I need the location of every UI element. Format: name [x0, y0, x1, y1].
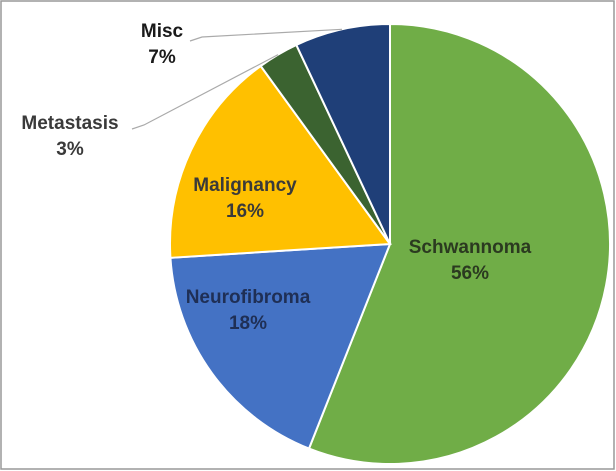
- leader-line: [189, 28, 343, 42]
- slice-label: Misc: [141, 21, 184, 42]
- leader-line: [131, 54, 279, 130]
- pie-slice: [307, 22, 611, 465]
- pie-slice: [169, 64, 392, 259]
- pie-slice: [169, 242, 392, 450]
- slice-value-label: 16%: [226, 201, 264, 222]
- slice-value-label: 18%: [229, 313, 267, 334]
- slice-label: Neurofibroma: [186, 287, 311, 308]
- slice-label: Metastasis: [21, 113, 118, 134]
- slice-value-label: 56%: [451, 263, 489, 284]
- slice-label: Schwannoma: [409, 237, 532, 258]
- slice-value-label: 3%: [56, 139, 84, 160]
- slice-value-label: 7%: [148, 47, 176, 68]
- slice-label: Malignancy: [193, 175, 297, 196]
- pie-slice: [294, 22, 391, 245]
